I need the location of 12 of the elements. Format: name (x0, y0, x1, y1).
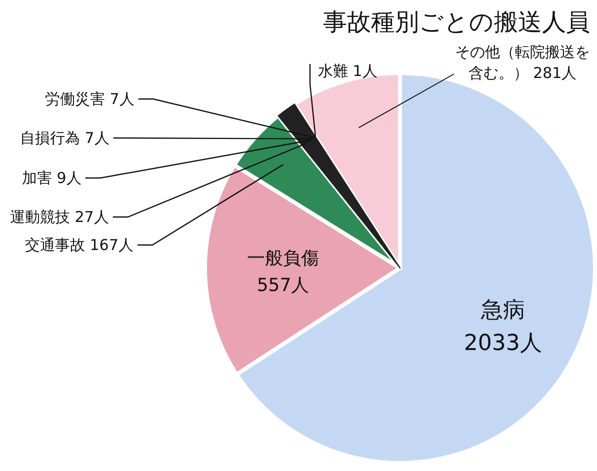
chart-title: 事故種別ごとの搬送人員 (323, 8, 590, 36)
slice-label: 労働災害 7人 (45, 90, 134, 108)
slice-label: 水難 1人 (318, 62, 378, 80)
data-label: 2033人 (464, 331, 542, 356)
slice-label: 一般負傷 (247, 248, 320, 269)
slice-label: 加害 9人 (22, 169, 82, 187)
slice-label: 交通事故 167人 (25, 236, 134, 254)
slice-label: 自損行為 7人 (20, 129, 110, 147)
data-label: 557人 (256, 274, 310, 296)
slice-label: 運動競技 27人 (10, 208, 109, 226)
slice-label: その他（転院搬送を含む。） 281人 (454, 42, 591, 84)
slice-label: 急病 (480, 298, 525, 324)
